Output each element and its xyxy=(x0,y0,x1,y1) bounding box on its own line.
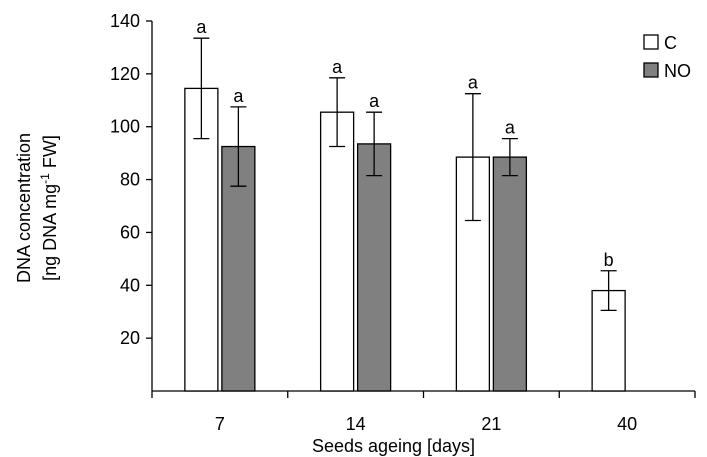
bar-no-7 xyxy=(221,145,256,392)
y-tick-label: 120 xyxy=(110,64,140,84)
significance-letter: a xyxy=(369,91,380,111)
legend-label: NO xyxy=(664,61,691,81)
legend: C NO xyxy=(643,33,691,81)
x-tick-label: 21 xyxy=(481,414,501,434)
y-tick-label: 80 xyxy=(120,170,140,190)
y-tick-label: 60 xyxy=(120,222,140,242)
x-tick-label: 40 xyxy=(617,414,637,434)
error-bar xyxy=(193,37,210,140)
error-bar xyxy=(230,106,247,187)
x-tick-label: 14 xyxy=(346,414,366,434)
error-bar xyxy=(600,270,617,312)
y-tick-label: 20 xyxy=(120,328,140,348)
error-bar xyxy=(366,111,383,177)
significance-letter: a xyxy=(196,17,207,37)
legend-item-c: C xyxy=(643,33,677,53)
labels: 20 40 60 80 100 120 140 7 14 21 40 a a a a a a b Seeds age… xyxy=(14,11,637,456)
error-bar xyxy=(501,137,518,177)
legend-label: C xyxy=(664,33,677,53)
x-axis-title: Seeds ageing [days] xyxy=(312,436,475,456)
y-axis-title: DNA concentration [ng DNA mg-1 FW] xyxy=(14,133,60,283)
y-axis-title-line1: DNA concentration xyxy=(14,133,34,283)
bar-c-14 xyxy=(319,111,355,392)
legend-item-no: NO xyxy=(643,61,691,81)
bar-no-21 xyxy=(492,156,528,392)
significance-letter: a xyxy=(233,86,244,106)
legend-swatch xyxy=(643,34,659,50)
error-bar xyxy=(464,93,481,222)
y-axis-title-line2: [ng DNA mg-1 FW] xyxy=(38,135,60,281)
bars xyxy=(184,37,626,392)
x-tick-label: 7 xyxy=(215,414,225,434)
bar-no-14 xyxy=(356,143,392,392)
significance-letter: a xyxy=(505,118,516,138)
bar-c-21 xyxy=(455,156,491,392)
y-tick-label: 40 xyxy=(120,275,140,295)
significance-letter: a xyxy=(332,57,343,77)
significance-letter: b xyxy=(604,250,614,270)
y-tick-label: 140 xyxy=(110,11,140,31)
significance-letter: a xyxy=(468,73,479,93)
y-tick-label: 100 xyxy=(110,117,140,137)
error-bar xyxy=(329,77,346,148)
legend-swatch xyxy=(643,62,659,78)
